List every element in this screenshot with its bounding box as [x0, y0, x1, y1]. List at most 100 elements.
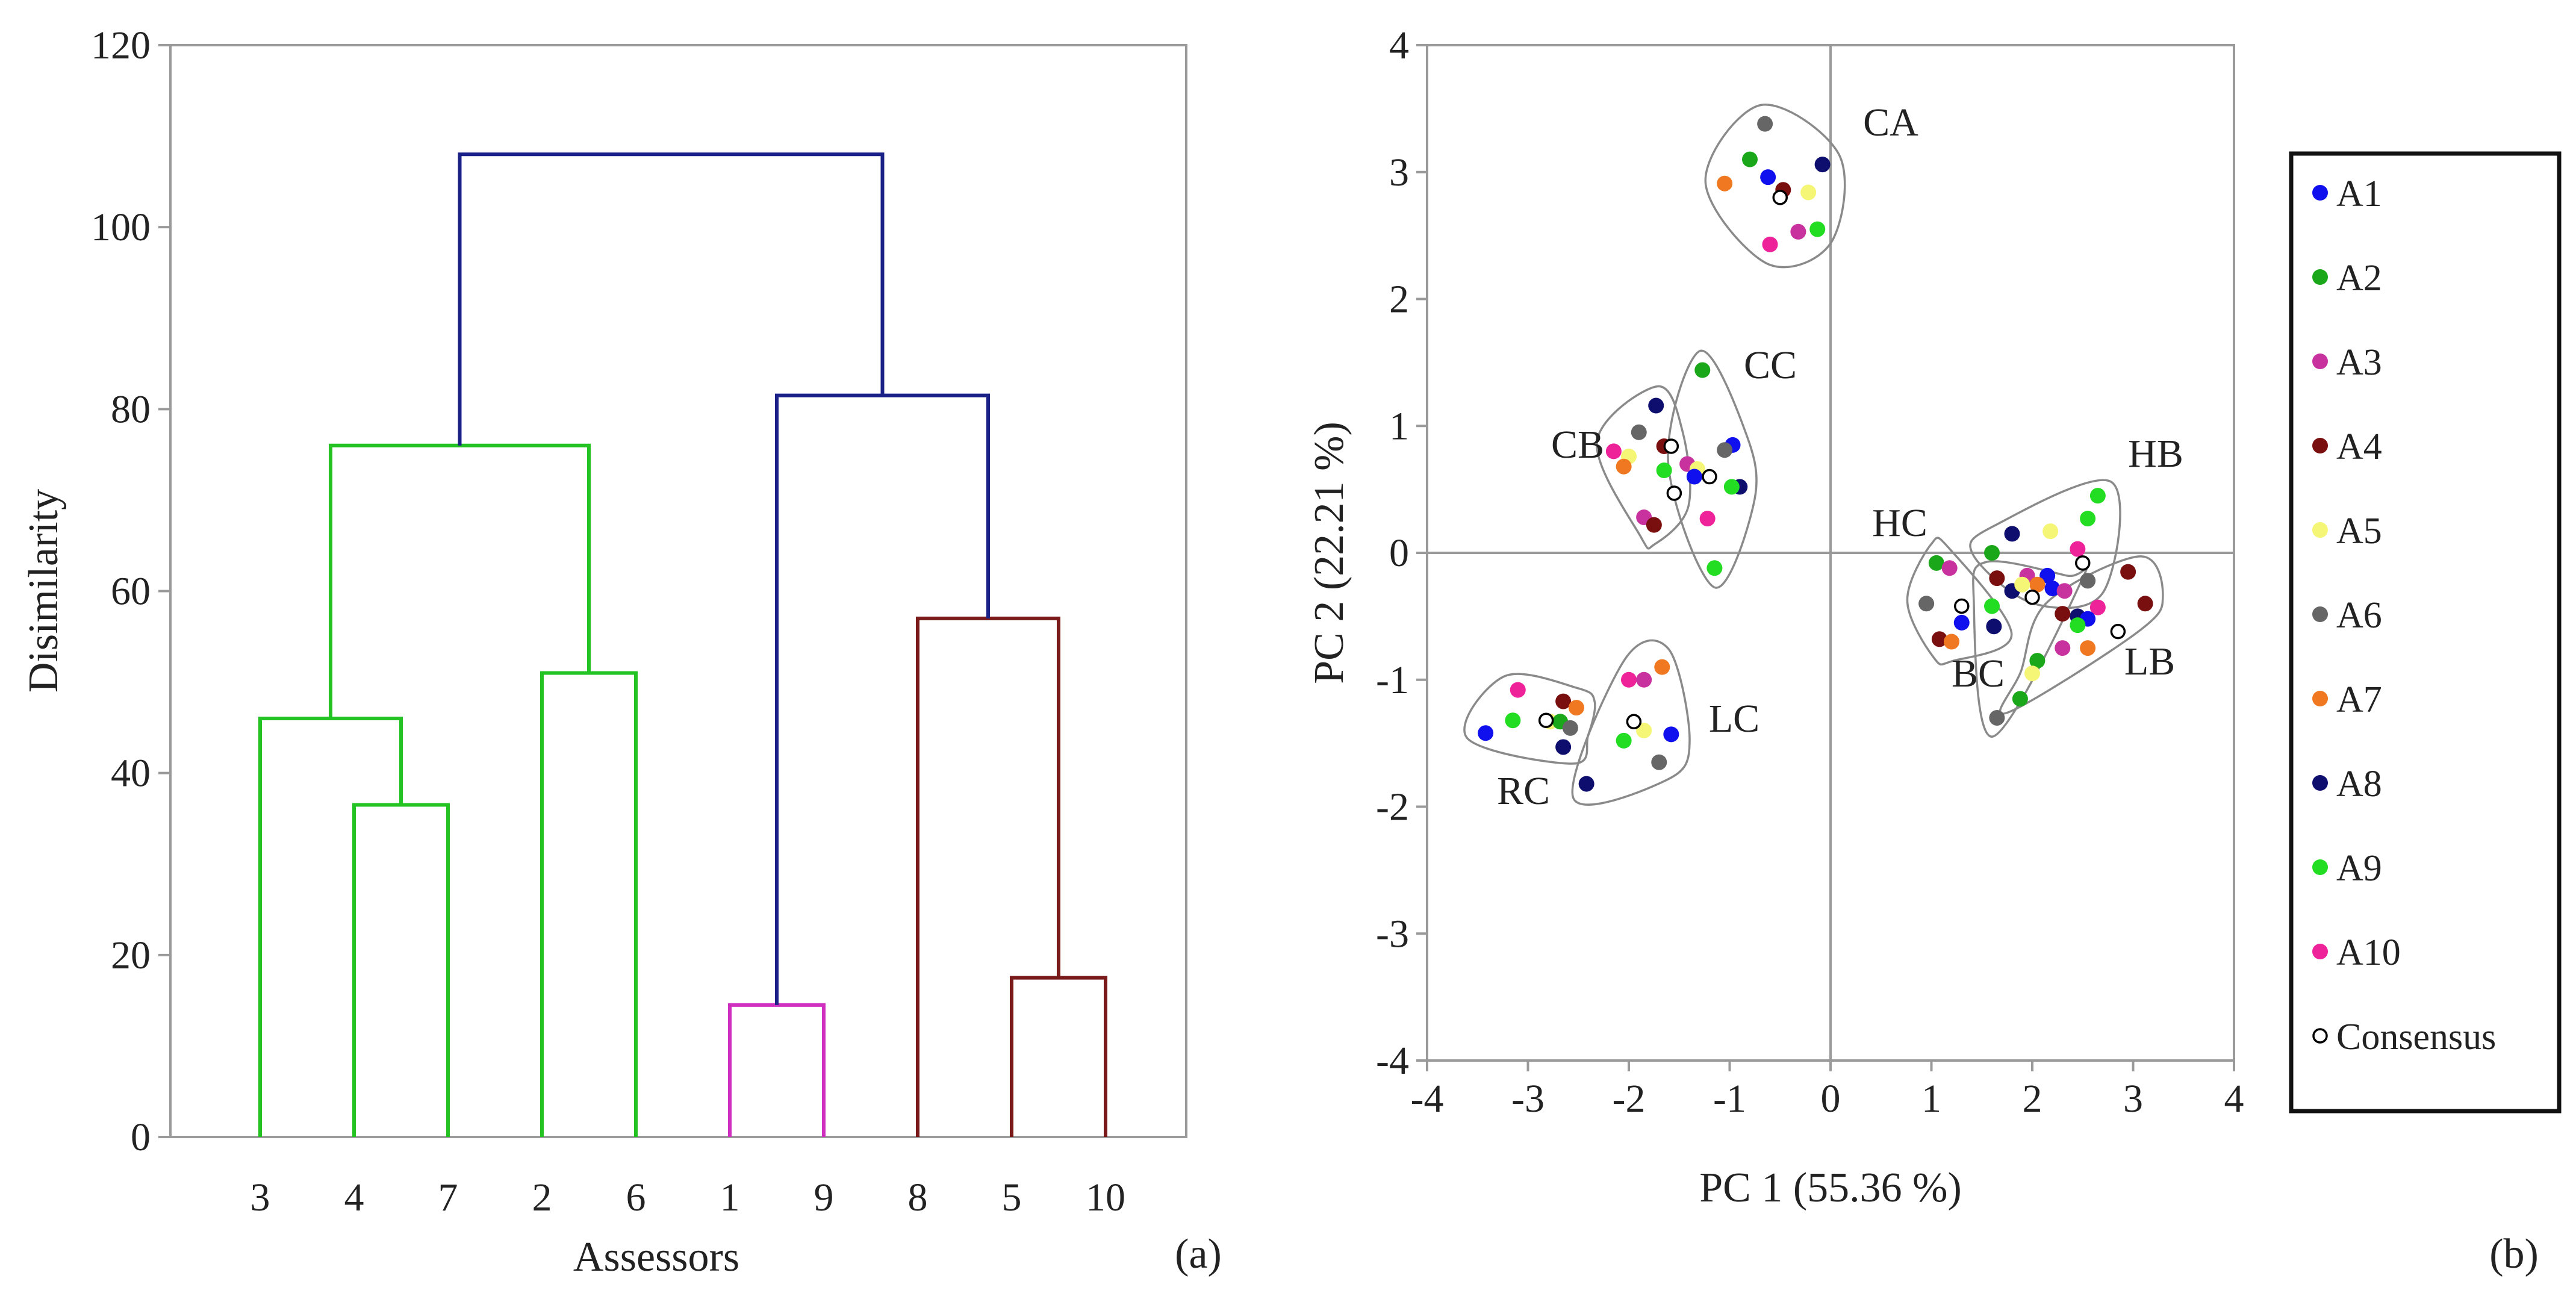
- dendrogram-leaf-label: 5: [1002, 1176, 1022, 1220]
- assessor-point: [1616, 732, 1632, 749]
- assessor-point: [1578, 776, 1594, 792]
- assessor-point: [1953, 614, 1970, 631]
- dendrogram-link: [1010, 976, 1107, 1137]
- assessor-point: [1646, 517, 1662, 533]
- consensus-point: [1954, 598, 1970, 614]
- dendrogram-y-tick-label: 100: [91, 205, 151, 249]
- assessor-point: [1510, 682, 1526, 698]
- legend-label: A1: [2336, 173, 2382, 214]
- assessor-point: [1742, 151, 1758, 167]
- legend-marker: [2312, 185, 2328, 201]
- legend-label: A6: [2336, 595, 2382, 636]
- legend-label: A9: [2336, 848, 2382, 889]
- assessor-point: [1694, 362, 1711, 378]
- assessor-point: [2029, 653, 2046, 669]
- cluster-outline: [1571, 639, 1691, 806]
- scatter-y-tick-label: 2: [1389, 278, 1409, 322]
- legend-marker: [2312, 522, 2328, 538]
- dendrogram-y-tick-label: 20: [111, 933, 151, 977]
- scatter-x-tick-label: 0: [1821, 1077, 1841, 1121]
- assessor-point: [1636, 671, 1652, 688]
- assessor-point: [1555, 739, 1572, 755]
- scatter-x-axis-title: PC 1 (55.36 %): [1699, 1165, 1962, 1211]
- consensus-point: [1663, 438, 1679, 454]
- dendrogram-leaf-label: 1: [720, 1176, 740, 1220]
- assessor-point: [1790, 223, 1806, 240]
- dendrogram-y-tick-label: 60: [111, 570, 151, 614]
- cluster-outline: [1463, 673, 1596, 765]
- cluster-outline: [1999, 555, 2164, 715]
- consensus-point: [2110, 623, 2126, 640]
- legend-label: A5: [2336, 511, 2382, 552]
- dendrogram-y-tick-label: 80: [111, 387, 151, 431]
- assessor-point: [1616, 458, 1632, 475]
- assessor-point: [2137, 596, 2153, 612]
- dendrogram-link: [352, 803, 450, 1137]
- assessor-point: [1621, 671, 1637, 688]
- legend-label: A3: [2336, 342, 2382, 383]
- assessor-point: [1555, 693, 1572, 709]
- cluster-outline: [1704, 104, 1846, 269]
- dendrogram-leaf-label: 4: [344, 1176, 364, 1220]
- assessor-point: [2055, 640, 2071, 656]
- assessor-point: [1636, 723, 1652, 739]
- assessor-point: [1656, 463, 1672, 479]
- assessor-point: [1605, 443, 1622, 459]
- legend-marker: [2312, 269, 2328, 285]
- cluster-label: CB: [1551, 423, 1604, 467]
- assessor-point: [2089, 488, 2106, 504]
- assessor-point: [1648, 397, 1664, 414]
- assessor-point: [1760, 169, 1776, 185]
- assessor-point: [2044, 581, 2061, 597]
- dendrogram-link: [728, 1003, 826, 1137]
- assessor-point: [1478, 725, 1494, 741]
- dendrogram-link: [540, 671, 638, 1137]
- assessor-point: [2089, 599, 2106, 615]
- legend-label: A2: [2336, 258, 2382, 299]
- assessor-point: [1814, 157, 1831, 173]
- consensus-point: [1626, 714, 1642, 730]
- dendrogram-leaf-label: 10: [1086, 1176, 1125, 1220]
- cluster-label: HC: [1872, 501, 1927, 545]
- dendrogram-y-tick-label: 40: [111, 752, 151, 796]
- dendrogram-x-axis-title: Assessors: [573, 1234, 739, 1280]
- assessor-point: [2042, 523, 2059, 540]
- scatter-x-tick-label: 1: [1921, 1077, 1941, 1121]
- legend-label: A10: [2336, 932, 2401, 973]
- panel-label-a: (a): [1175, 1231, 1222, 1277]
- assessor-point: [2080, 511, 2096, 527]
- cluster-outline: [1667, 349, 1758, 589]
- legend-marker: [2312, 859, 2328, 875]
- scatter-y-tick-label: -2: [1376, 785, 1409, 829]
- assessor-point: [1568, 700, 1584, 716]
- cluster-label: LC: [1709, 697, 1759, 741]
- assessor-point: [2070, 541, 2086, 557]
- scatter-x-tick-label: -3: [1511, 1077, 1545, 1121]
- legend-label: Consensus: [2336, 1017, 2496, 1058]
- dendrogram-leaf-label: 3: [250, 1176, 270, 1220]
- dendrogram-link: [775, 393, 990, 1005]
- legend-marker: [2312, 775, 2328, 791]
- assessor-point: [1809, 221, 1826, 237]
- legend-label: A4: [2336, 426, 2382, 467]
- assessor-point: [2014, 576, 2030, 593]
- consensus-point: [1772, 190, 1788, 205]
- assessor-point: [1800, 184, 1817, 201]
- scatter-x-tick-label: -1: [1713, 1077, 1746, 1121]
- assessor-point: [1651, 754, 1667, 770]
- assessor-point: [2120, 564, 2136, 580]
- panel-label-b: (b): [2489, 1231, 2539, 1277]
- dendrogram-link: [329, 443, 591, 719]
- dendrogram-link: [916, 616, 1060, 1137]
- assessor-point: [2012, 691, 2028, 707]
- assessor-point: [1562, 720, 1578, 736]
- assessor-point: [1944, 634, 1959, 650]
- dendrogram-y-tick-label: 0: [131, 1115, 151, 1159]
- assessor-point: [1984, 545, 2000, 561]
- scatter-x-tick-label: 2: [2023, 1077, 2042, 1121]
- assessor-point: [2055, 606, 2071, 622]
- dendrogram-leaf-label: 7: [438, 1176, 458, 1220]
- dendrogram-y-axis-title: Disimilarity: [20, 489, 67, 693]
- assessor-point: [1941, 560, 1958, 576]
